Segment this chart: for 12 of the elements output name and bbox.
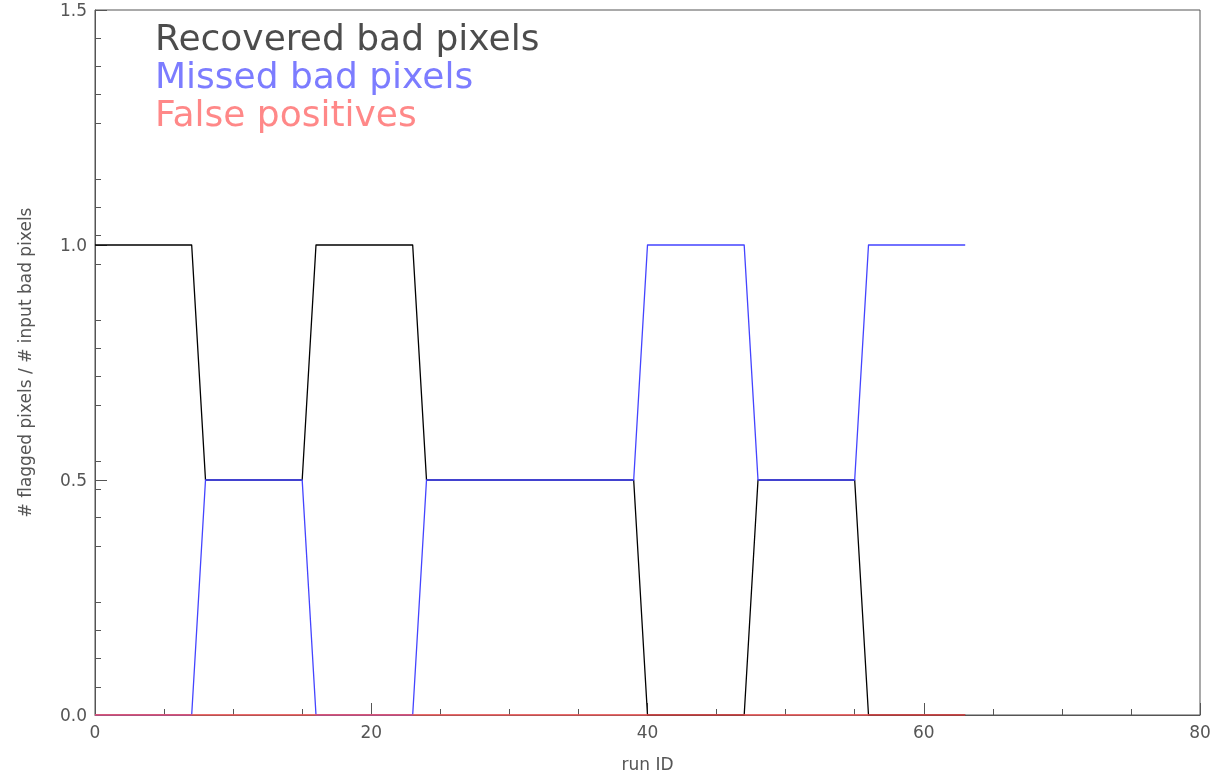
y-tick-label: 0.0 (59, 705, 87, 725)
x-axis-title: run ID (621, 753, 674, 774)
x-tick-label: 40 (636, 721, 659, 742)
y-axis-title: # flagged pixels / # input bad pixels (14, 207, 35, 518)
y-tick-label: 0.5 (59, 470, 87, 490)
x-tick-label: 80 (1189, 721, 1211, 742)
x-tick-label: 60 (912, 721, 935, 742)
x-tick-label: 20 (360, 721, 383, 742)
y-tick-label: 1.5 (59, 0, 87, 20)
text: Recovered bad pixels (155, 16, 540, 58)
y-tick-label: 1.0 (59, 235, 87, 255)
x-tick-label: 0 (89, 721, 101, 742)
